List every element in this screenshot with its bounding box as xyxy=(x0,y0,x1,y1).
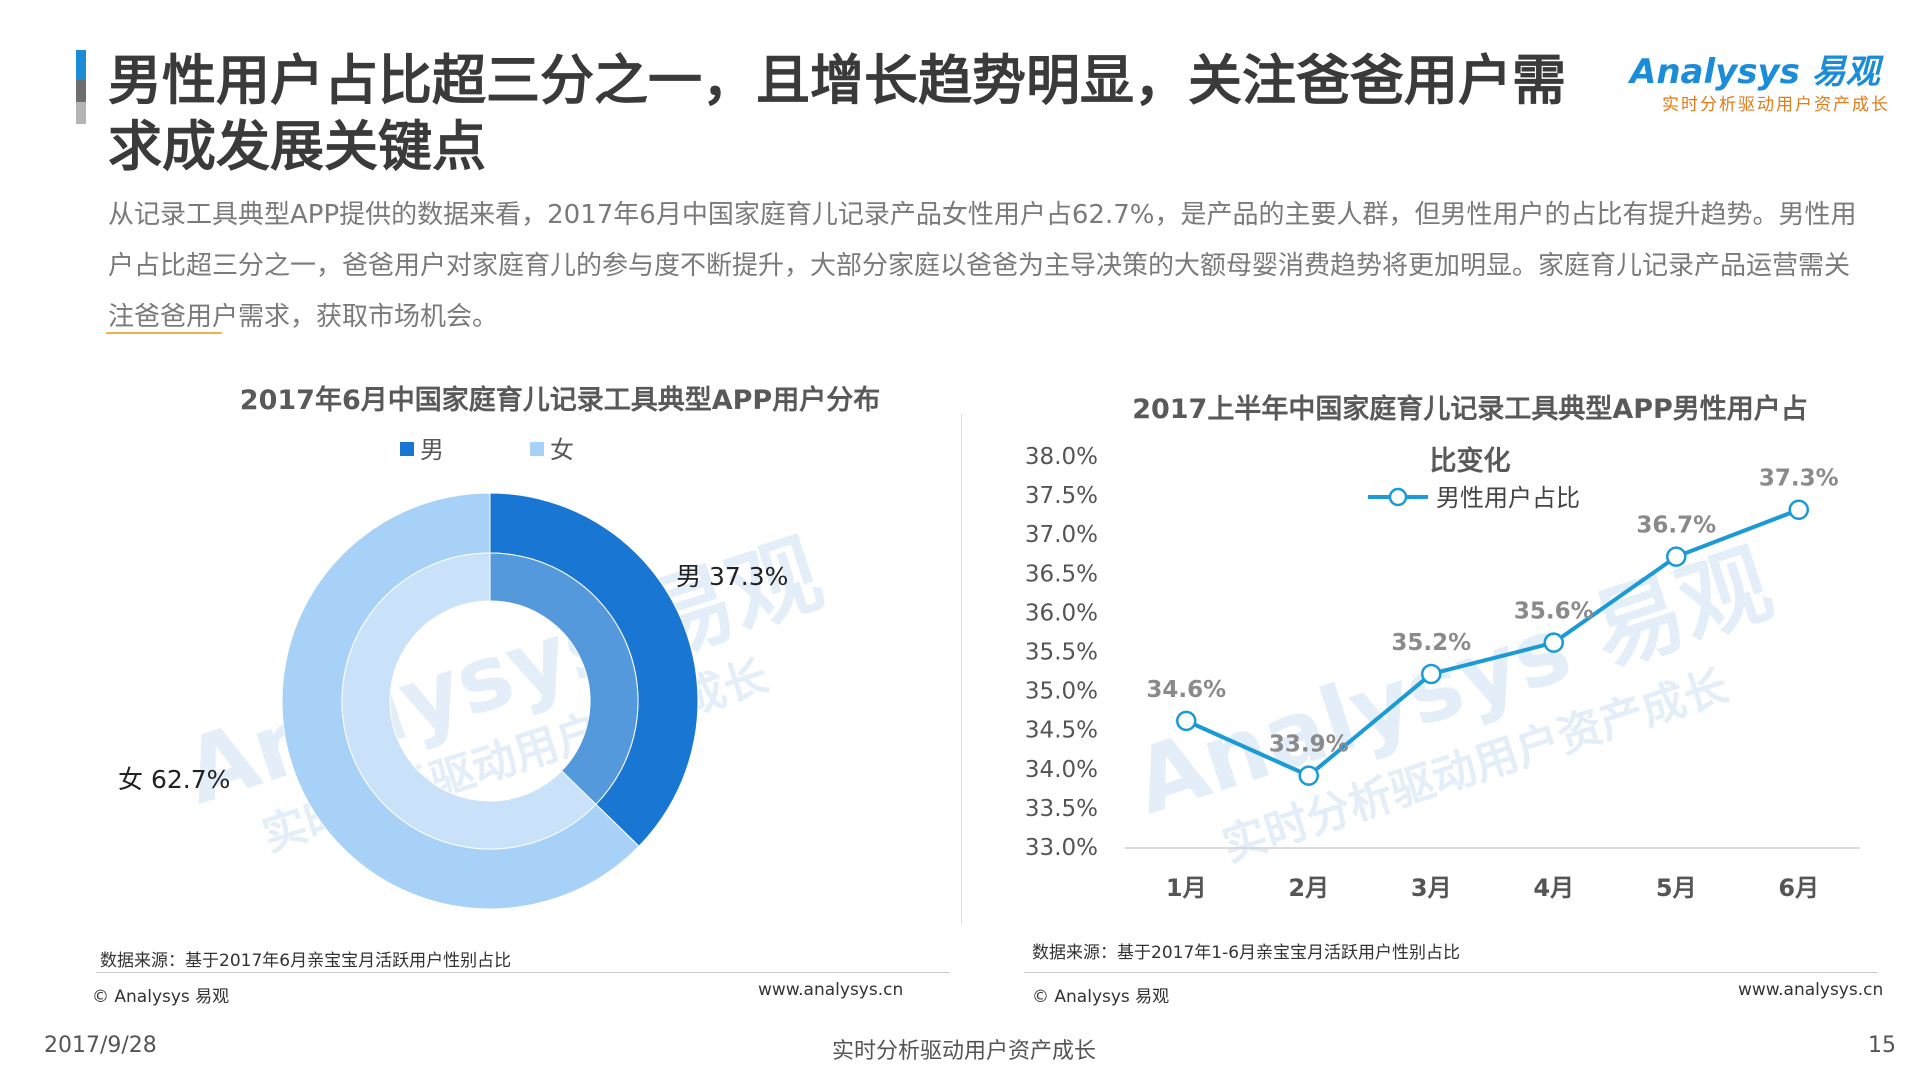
footer-date: 2017/9/28 xyxy=(44,1033,157,1058)
intro-paragraph: 从记录工具典型APP提供的数据来看，2017年6月中国家庭育儿记录产品女性用户占… xyxy=(108,200,1857,332)
right-footer-rule xyxy=(1024,972,1878,973)
x-tick-label: 2月 xyxy=(1288,874,1329,902)
right-url: www.analysys.cn xyxy=(1738,980,1884,1000)
line-point xyxy=(1298,765,1319,786)
data-label: 37.3% xyxy=(1759,466,1839,492)
y-tick-label: 37.0% xyxy=(1025,522,1098,548)
donut-slice-inner-1 xyxy=(341,552,597,850)
intro-underline xyxy=(106,332,222,334)
legend-label-female: 女 xyxy=(550,436,574,464)
left-footer-rule xyxy=(96,972,950,973)
x-tick-label: 5月 xyxy=(1656,874,1697,902)
line-point xyxy=(1788,499,1809,520)
x-tick-label: 4月 xyxy=(1533,874,1574,902)
donut-label-male: 男 37.3% xyxy=(676,562,788,591)
donut-chart-title: 2017年6月中国家庭育儿记录工具典型APP用户分布 xyxy=(239,385,881,416)
title-accent-gray xyxy=(76,80,86,102)
y-tick-label: 35.5% xyxy=(1025,640,1098,666)
legend-label: 男性用户占比 xyxy=(1436,484,1580,512)
page-title: 男性用户占比超三分之一，且增长趋势明显，关注爸爸用户需求成发展关键点 xyxy=(108,49,1566,178)
chart-divider xyxy=(961,414,962,924)
legend-swatch-female xyxy=(530,442,544,456)
left-copyright: © Analysys 易观 xyxy=(92,987,230,1007)
legend-marker xyxy=(1388,487,1408,507)
donut-slice-inner-0 xyxy=(489,552,639,806)
donut-legend-male: 男 xyxy=(400,430,444,465)
y-tick-label: 36.5% xyxy=(1025,561,1098,587)
title-accent-light xyxy=(76,102,86,124)
right-source-note: 数据来源：基于2017年1-6月亲宝宝月活跃用户性别占比 xyxy=(1032,943,1461,963)
legend-label-male: 男 xyxy=(420,436,444,464)
legend-swatch-male xyxy=(400,442,414,456)
data-label: 33.9% xyxy=(1269,732,1349,758)
x-tick-label: 3月 xyxy=(1411,874,1452,902)
y-tick-label: 36.0% xyxy=(1025,600,1098,626)
data-label: 35.6% xyxy=(1514,599,1594,625)
y-tick-label: 38.0% xyxy=(1025,444,1098,470)
left-url: www.analysys.cn xyxy=(758,980,904,1000)
y-tick-label: 34.5% xyxy=(1025,718,1098,744)
donut-label-female: 女 62.7% xyxy=(118,765,230,794)
data-label: 34.6% xyxy=(1146,677,1226,703)
donut-chart: 男 37.3% 女 62.7% xyxy=(118,492,788,910)
footer-page-number: 15 xyxy=(1868,1033,1896,1058)
donut-legend-female: 女 xyxy=(530,430,574,465)
y-tick-label: 35.0% xyxy=(1025,679,1098,705)
data-label: 36.7% xyxy=(1636,513,1716,539)
y-tick-label: 33.0% xyxy=(1025,835,1098,861)
line-point xyxy=(1543,632,1564,653)
line-point xyxy=(1421,663,1442,685)
logo-text: Analysys 易观 xyxy=(1630,52,1880,92)
line-chart-title: 2017上半年中国家庭育儿记录工具典型APP男性用户占比变化 xyxy=(1132,394,1808,477)
line-chart: 33.0% 33.5% 34.0% 34.5% 35.0% 35.5% 36.0% 36.5%… xyxy=(1025,444,1860,902)
logo-tagline: 实时分析驱动用户资产成长 xyxy=(1662,95,1890,115)
y-tick-label: 34.0% xyxy=(1025,757,1098,783)
x-tick-label: 6月 xyxy=(1778,874,1819,902)
data-label: 35.2% xyxy=(1391,630,1471,656)
footer-tagline: 实时分析驱动用户资产成长 xyxy=(832,1039,1097,1064)
y-tick-label: 33.5% xyxy=(1025,796,1098,822)
x-tick-label: 1月 xyxy=(1166,874,1207,902)
line-point xyxy=(1666,546,1687,567)
line-point xyxy=(1176,710,1197,732)
line-series xyxy=(1185,507,1800,778)
title-accent-blue xyxy=(76,50,86,80)
left-source-note: 数据来源：基于2017年6月亲宝宝月活跃用户性别占比 xyxy=(100,951,512,971)
right-copyright: © Analysys 易观 xyxy=(1032,987,1170,1007)
brand-logo: Analysys 易观 实时分析驱动用户资产成长 xyxy=(1630,44,1888,115)
y-tick-label: 37.5% xyxy=(1025,483,1098,509)
